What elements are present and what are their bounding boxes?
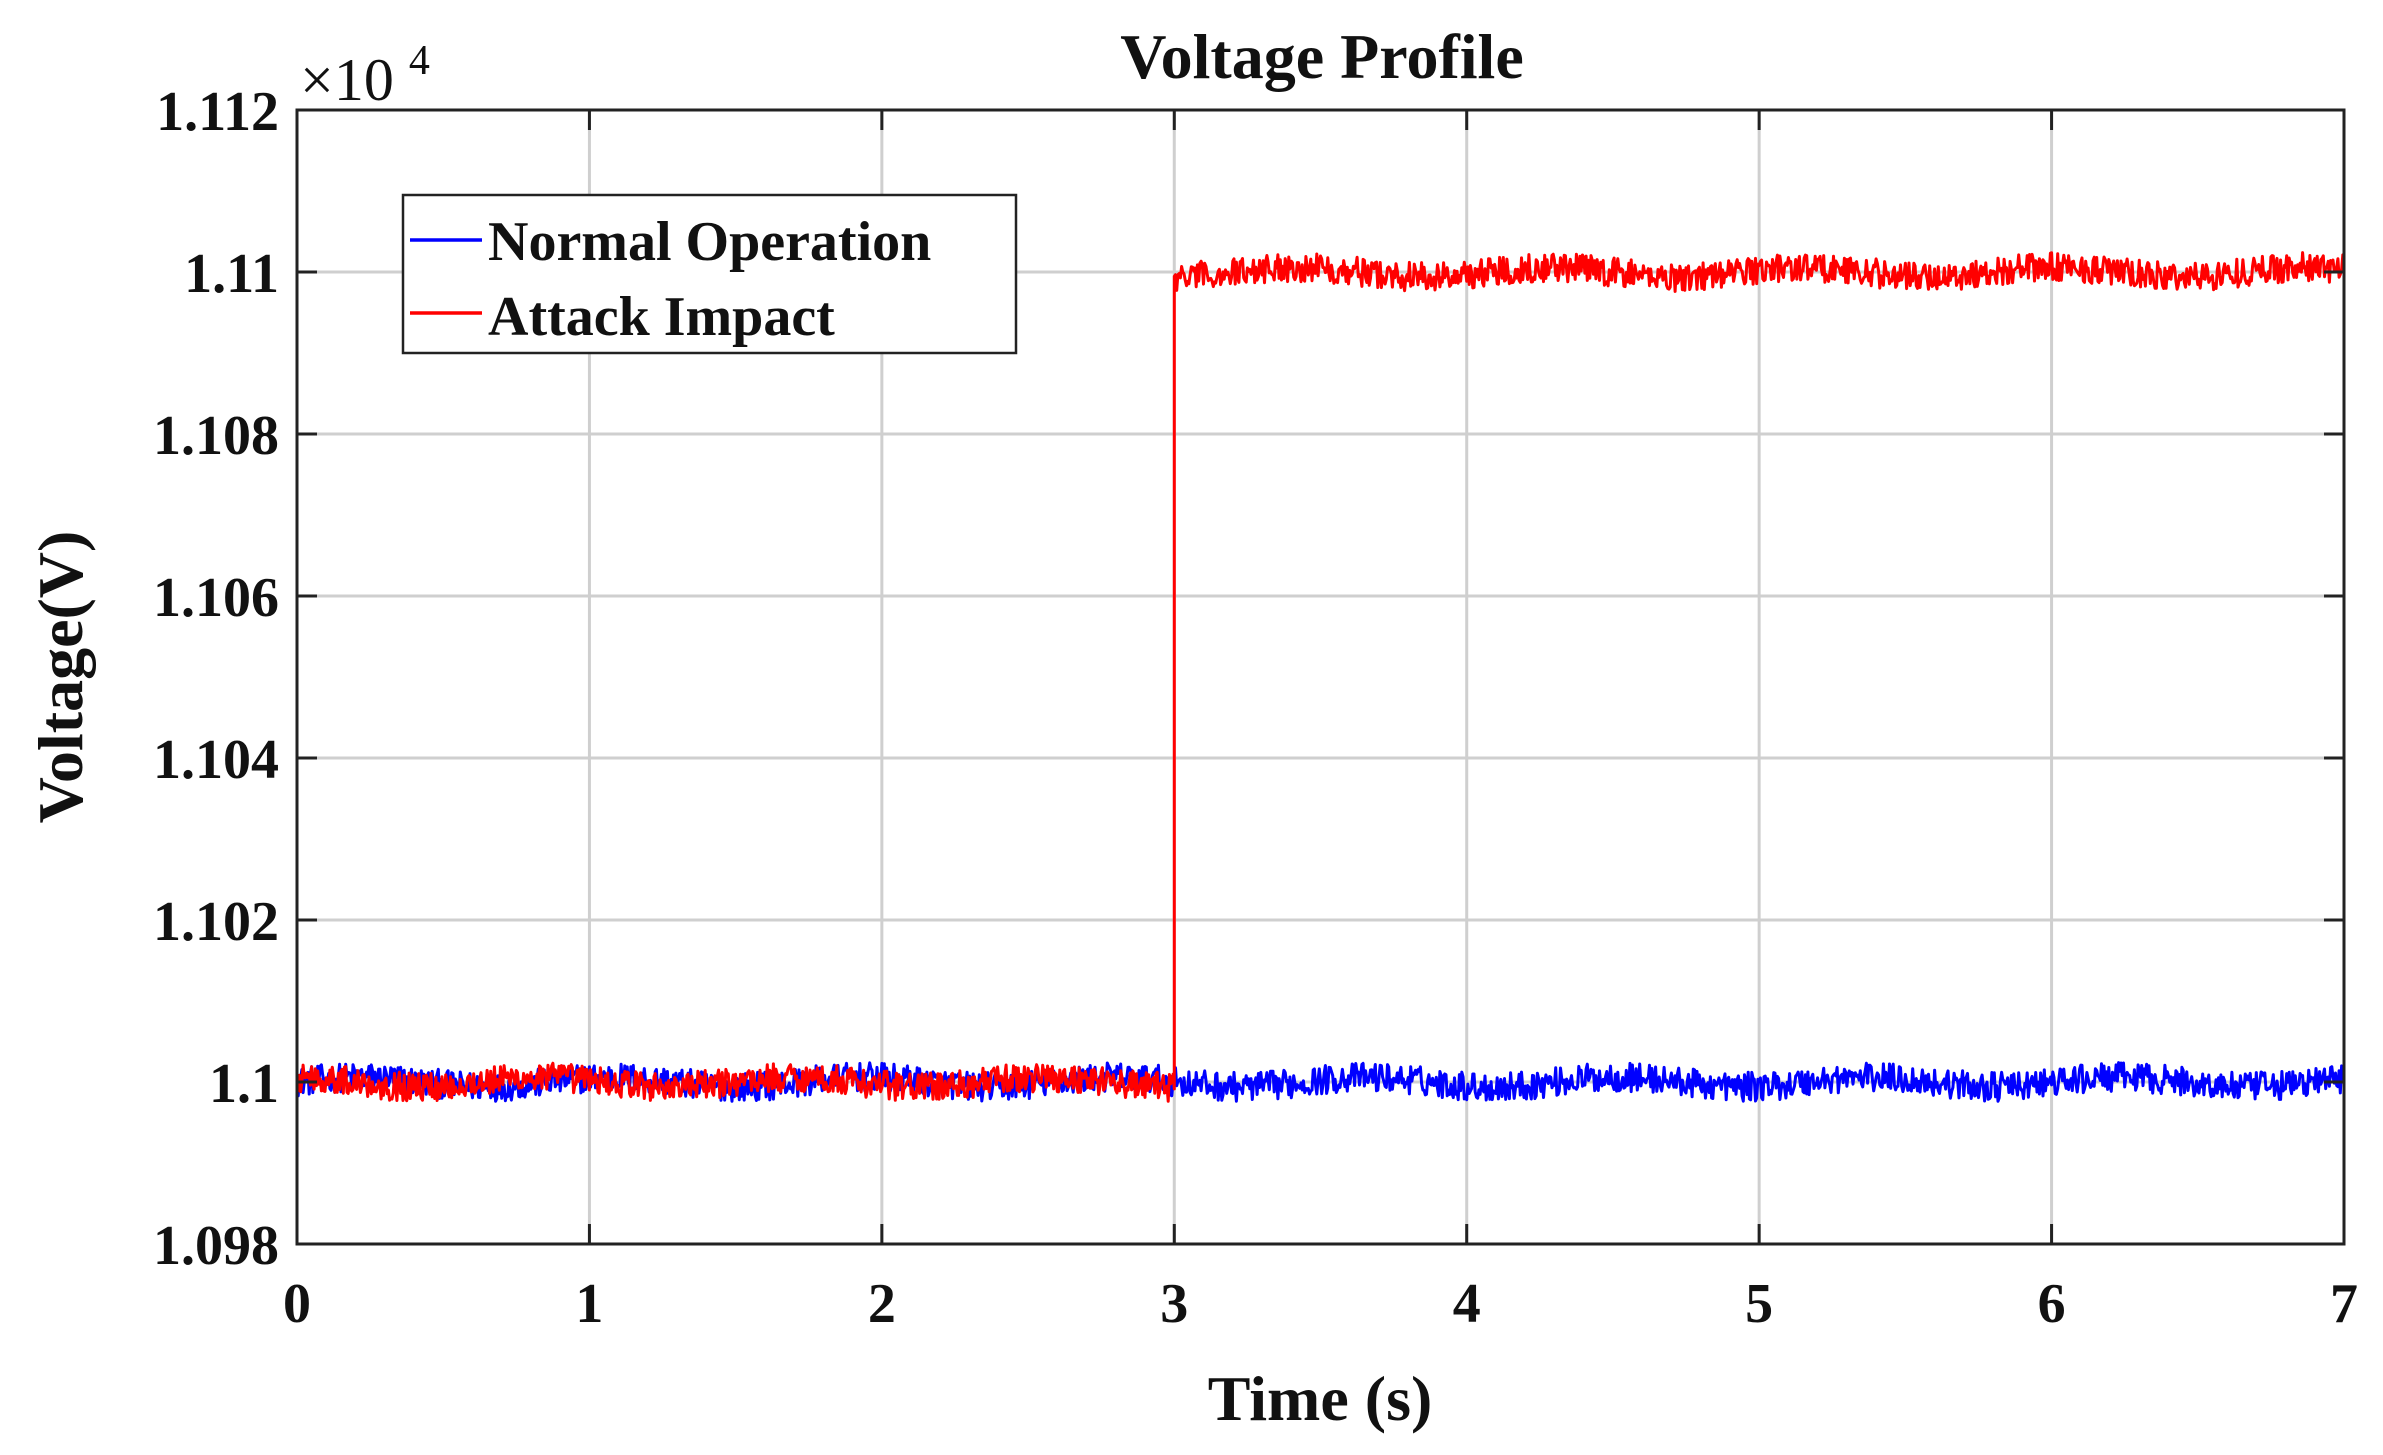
legend-box — [401, 193, 1018, 355]
x-tick-label: 5 — [1745, 1273, 1773, 1335]
y-tick-label: 1.108 — [153, 405, 279, 467]
y-tick-label: 1.098 — [153, 1215, 279, 1277]
legend-label-attack-impact: Attack Impact — [488, 286, 835, 348]
x-axis-label: Time (s) — [1208, 1363, 1433, 1434]
y-tick-labels: 1.098 1.1 1.102 1.104 1.106 1.108 1.11 1.112 — [153, 81, 279, 1277]
x-tick-label: 1 — [575, 1273, 603, 1335]
plot-area-frame — [295, 108, 2346, 1246]
x-tick-label: 7 — [2330, 1273, 2358, 1335]
legend: Normal Operation Attack Impact — [401, 193, 1018, 355]
series-layer — [295, 251, 2346, 1103]
y-axis-label: Voltage(V) — [25, 531, 96, 824]
x-tick-label: 6 — [2038, 1273, 2066, 1335]
y-tick-label: 1.102 — [153, 891, 279, 953]
series-line-attack-impact — [295, 251, 2346, 1103]
y-tick-label: 1.104 — [153, 729, 279, 791]
legend-label-normal-operation: Normal Operation — [488, 211, 931, 273]
x-tick-label: 4 — [1453, 1273, 1481, 1335]
x-tick-label: 3 — [1160, 1273, 1188, 1335]
y-tick-label: 1.11 — [184, 243, 279, 305]
axis-ticks — [295, 108, 2346, 1246]
x-tick-label: 2 — [868, 1273, 896, 1335]
x-tick-label: 0 — [283, 1273, 311, 1335]
chart-title: Voltage Profile — [1120, 21, 1523, 92]
y-tick-label: 1.112 — [156, 81, 279, 143]
y-tick-label: 1.106 — [153, 567, 279, 629]
x-tick-labels: 0 1 2 3 4 5 6 7 — [283, 1273, 2358, 1335]
y-axis-exponent: ×10 4 — [300, 38, 430, 113]
y-tick-label: 1.1 — [209, 1053, 279, 1115]
